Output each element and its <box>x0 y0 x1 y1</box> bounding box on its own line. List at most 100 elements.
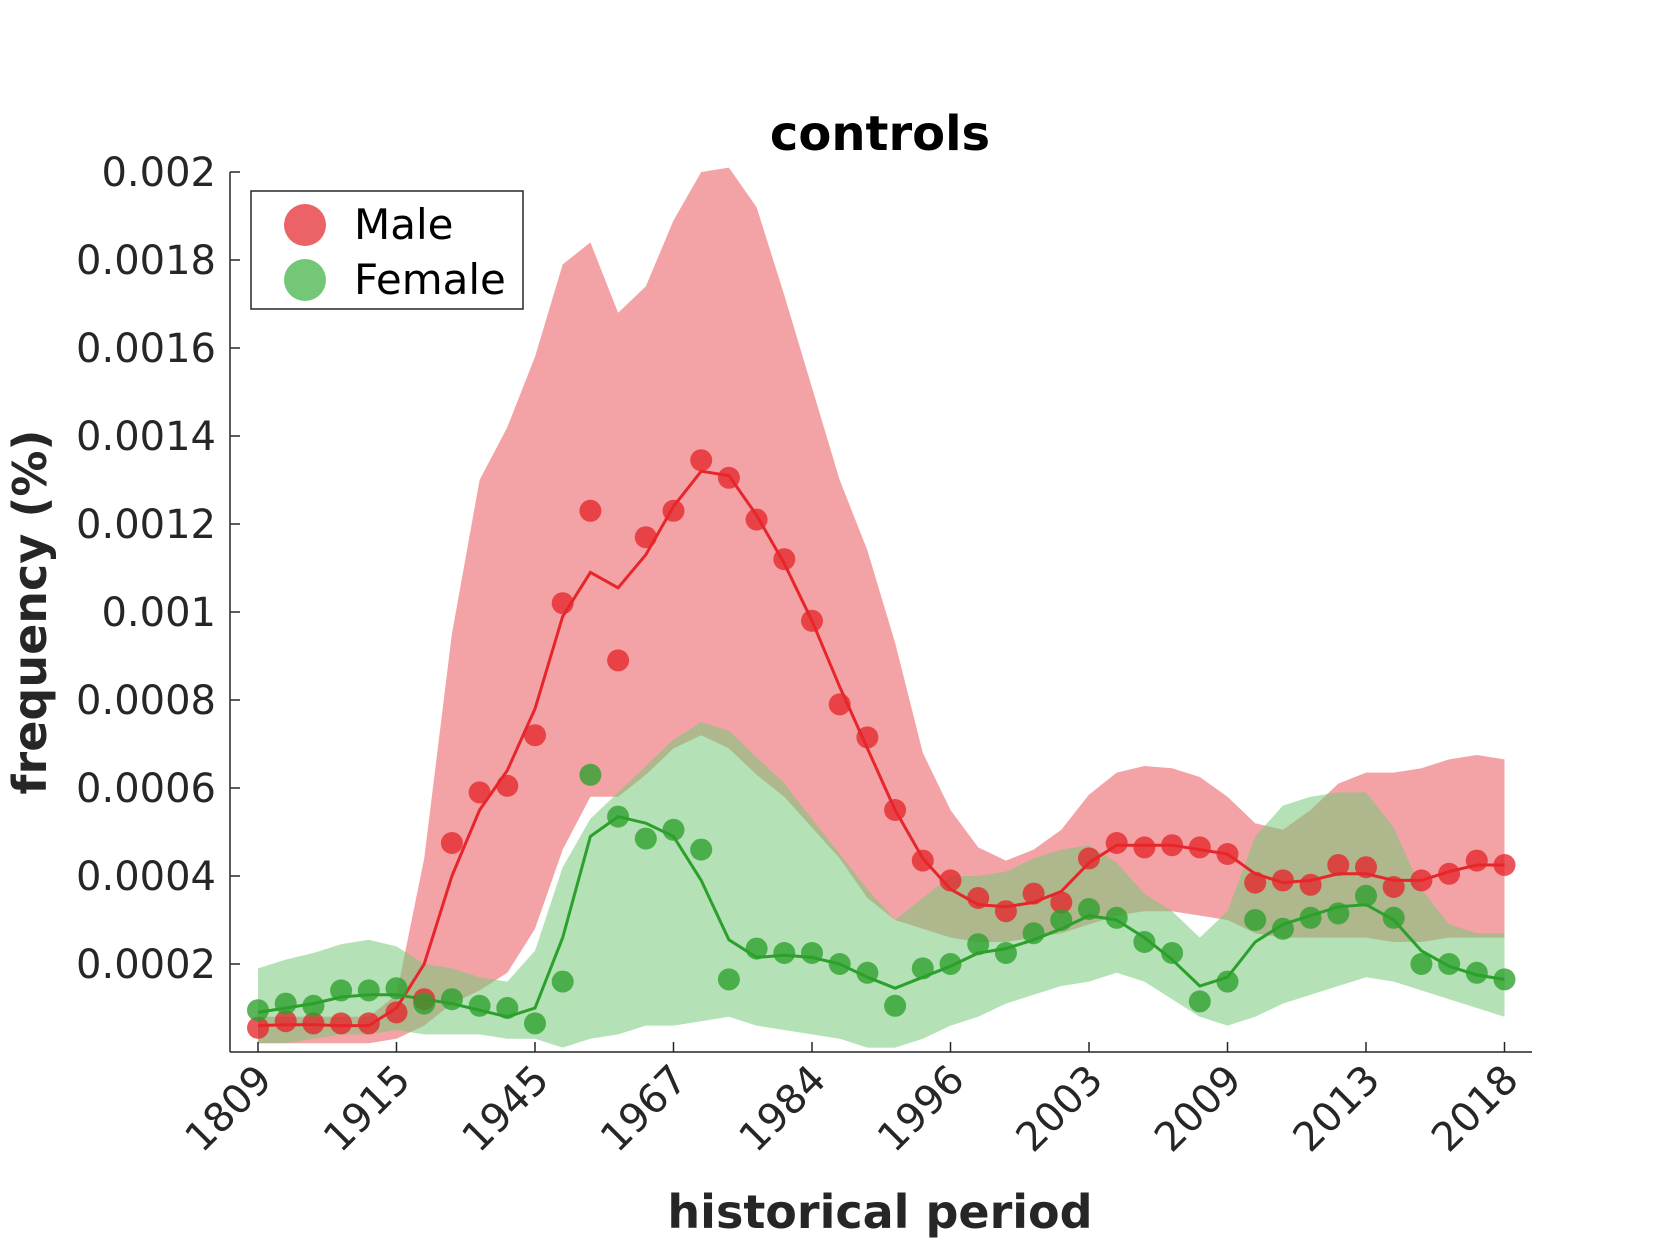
y-axis-ticks: 0.0002 0.0004 0.0006 0.0008 0.001 0.0012 0.001… <box>76 150 240 988</box>
chart-title: controls <box>770 106 990 162</box>
data-point-male <box>1410 869 1433 892</box>
data-point-male <box>1078 847 1100 870</box>
data-point-male <box>967 887 990 909</box>
data-point-female <box>1161 942 1184 964</box>
data-point-male <box>1161 834 1184 857</box>
data-point-female <box>884 994 907 1017</box>
data-point-female <box>994 942 1017 964</box>
data-point-female <box>1188 990 1211 1013</box>
data-point-female <box>1382 906 1405 929</box>
plot-area <box>247 167 1516 1048</box>
data-point-female <box>413 992 436 1015</box>
data-point-female <box>302 994 325 1017</box>
data-point-male <box>662 499 685 522</box>
data-point-male <box>1050 891 1073 914</box>
data-point-male <box>607 649 630 672</box>
data-point-male <box>1299 873 1322 896</box>
data-point-female <box>939 953 962 975</box>
data-point-male <box>773 548 796 571</box>
data-point-male <box>1188 836 1211 859</box>
data-point-male <box>856 726 879 749</box>
data-point-male <box>994 900 1017 923</box>
data-point-male <box>496 774 519 797</box>
data-point-female <box>856 961 879 984</box>
data-point-female <box>1105 906 1128 929</box>
y-tick-label: 0.0006 <box>76 766 216 812</box>
data-point-female <box>468 994 491 1017</box>
y-tick-label: 0.0016 <box>76 326 216 372</box>
data-point-male <box>745 508 768 531</box>
data-point-male <box>524 724 546 747</box>
data-point-female <box>385 977 408 1000</box>
data-point-male <box>579 499 602 522</box>
legend-marker-male <box>284 204 326 246</box>
data-point-female <box>551 970 574 993</box>
data-point-female <box>690 838 713 861</box>
data-point-female <box>1078 898 1100 920</box>
data-point-female <box>579 763 602 786</box>
data-point-male <box>551 592 574 615</box>
data-point-male <box>247 1016 269 1039</box>
data-point-female <box>440 988 463 1011</box>
data-point-male <box>1133 836 1156 859</box>
y-tick-label: 0.0008 <box>76 678 216 724</box>
legend-label-female: Female <box>354 255 506 304</box>
y-axis-label: frequency (%) <box>3 430 57 795</box>
data-point-female <box>1299 906 1322 929</box>
data-point-male <box>1438 862 1461 885</box>
data-point-female <box>828 953 851 975</box>
data-point-female <box>1327 902 1350 925</box>
data-point-male <box>468 781 491 804</box>
data-point-female <box>247 999 269 1022</box>
data-point-female <box>1438 953 1461 975</box>
data-point-female <box>801 942 823 964</box>
y-tick-label: 0.0014 <box>76 414 216 460</box>
points-female <box>247 763 1516 1035</box>
data-point-male <box>1382 876 1405 898</box>
data-point-female <box>717 968 740 991</box>
data-point-female <box>607 805 630 828</box>
data-point-female <box>330 979 353 1002</box>
data-point-female <box>1271 917 1294 940</box>
data-point-male <box>357 1012 380 1035</box>
data-point-female <box>745 937 768 960</box>
points-male <box>247 449 1516 1039</box>
trend-line-male <box>257 469 1505 1028</box>
data-point-female <box>634 827 657 850</box>
band-male <box>258 167 1505 1044</box>
data-point-female <box>1465 961 1488 984</box>
y-tick-label: 0.0002 <box>76 942 216 988</box>
data-point-male <box>1216 843 1239 865</box>
data-point-male <box>884 799 907 821</box>
data-point-female <box>967 933 990 956</box>
data-point-female <box>1050 909 1073 931</box>
data-point-male <box>1022 882 1045 905</box>
data-point-male <box>1105 832 1128 854</box>
data-point-female <box>1355 884 1377 907</box>
data-point-male <box>1465 849 1488 872</box>
data-point-male <box>911 849 934 872</box>
data-point-male <box>1327 854 1350 876</box>
data-point-female <box>911 957 934 980</box>
legend-marker-female <box>284 259 326 301</box>
data-point-male <box>385 1001 408 1024</box>
data-point-male <box>1244 871 1267 894</box>
data-point-male <box>828 693 851 716</box>
y-tick-label: 0.0018 <box>76 238 216 284</box>
trend-line-female <box>257 814 1505 1019</box>
data-point-male <box>1493 854 1516 876</box>
data-point-female <box>524 1012 546 1035</box>
data-point-male <box>939 869 962 892</box>
data-point-female <box>1410 953 1433 975</box>
data-point-male <box>302 1012 325 1035</box>
data-point-male <box>1355 856 1377 879</box>
x-axis-label: historical period <box>667 1185 1092 1239</box>
y-tick-label: 0.0004 <box>76 854 216 900</box>
data-point-female <box>496 997 519 1019</box>
data-point-male <box>690 449 713 472</box>
data-point-female <box>662 818 685 841</box>
data-point-female <box>1493 968 1516 991</box>
legend: Male Female <box>250 190 524 310</box>
y-tick-label: 0.002 <box>101 150 216 196</box>
